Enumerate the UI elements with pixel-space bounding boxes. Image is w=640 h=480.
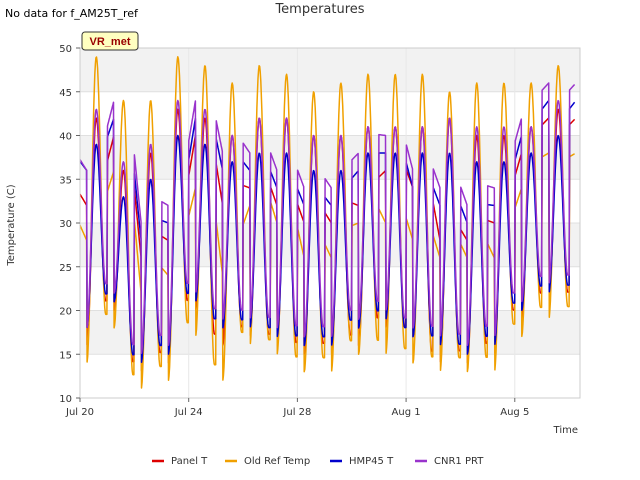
legend-hmp45-t: HMP45 T: [330, 456, 394, 467]
cnr1-prt-line: [79, 82, 576, 355]
background-band: [80, 223, 580, 267]
y-tick-label: 15: [59, 350, 72, 361]
y-tick-label: 45: [59, 88, 72, 99]
y-tick-label: 20: [59, 307, 72, 318]
site-badge: VR_met: [81, 31, 139, 51]
no-data-note: No data for f_AM25T_ref: [5, 7, 138, 20]
chart-title: Temperatures: [275, 2, 365, 17]
x-axis-label: Time: [553, 425, 578, 436]
legend-label: HMP45 T: [349, 456, 394, 467]
y-axis-ticks: 10 15 20 25 30 35 40 45 50: [59, 44, 80, 405]
x-axis-ticks: Jul 20 Jul 24 Jul 28 Aug 1 Aug 5: [65, 398, 529, 418]
legend-label: CNR1 PRT: [434, 456, 484, 467]
x-tick-label: Jul 28: [282, 407, 311, 418]
legend-label: Old Ref Temp: [244, 456, 310, 467]
x-tick-label: Jul 20: [65, 407, 94, 418]
legend-old-ref-temp: Old Ref Temp: [225, 456, 310, 467]
y-tick-label: 25: [59, 263, 72, 274]
legend-panel-t: Panel T: [152, 456, 208, 467]
y-axis-label: Temperature (C): [6, 184, 17, 266]
y-tick-label: 50: [59, 44, 72, 55]
y-tick-label: 35: [59, 175, 72, 186]
background-band: [80, 135, 580, 180]
legend-label: Panel T: [171, 456, 208, 467]
x-tick-label: Aug 5: [500, 407, 529, 418]
background-band: [80, 48, 580, 92]
legend: Panel T Old Ref Temp HMP45 T CNR1 PRT: [152, 456, 484, 467]
background-band: [80, 310, 580, 355]
y-tick-label: 10: [59, 394, 72, 405]
site-badge-label: VR_met: [90, 36, 131, 48]
x-tick-label: Jul 24: [174, 407, 203, 418]
series-lines: [79, 56, 576, 389]
legend-cnr1-prt: CNR1 PRT: [415, 456, 484, 467]
y-tick-label: 40: [59, 132, 72, 143]
x-tick-label: Aug 1: [392, 407, 421, 418]
y-tick-label: 30: [59, 219, 72, 230]
